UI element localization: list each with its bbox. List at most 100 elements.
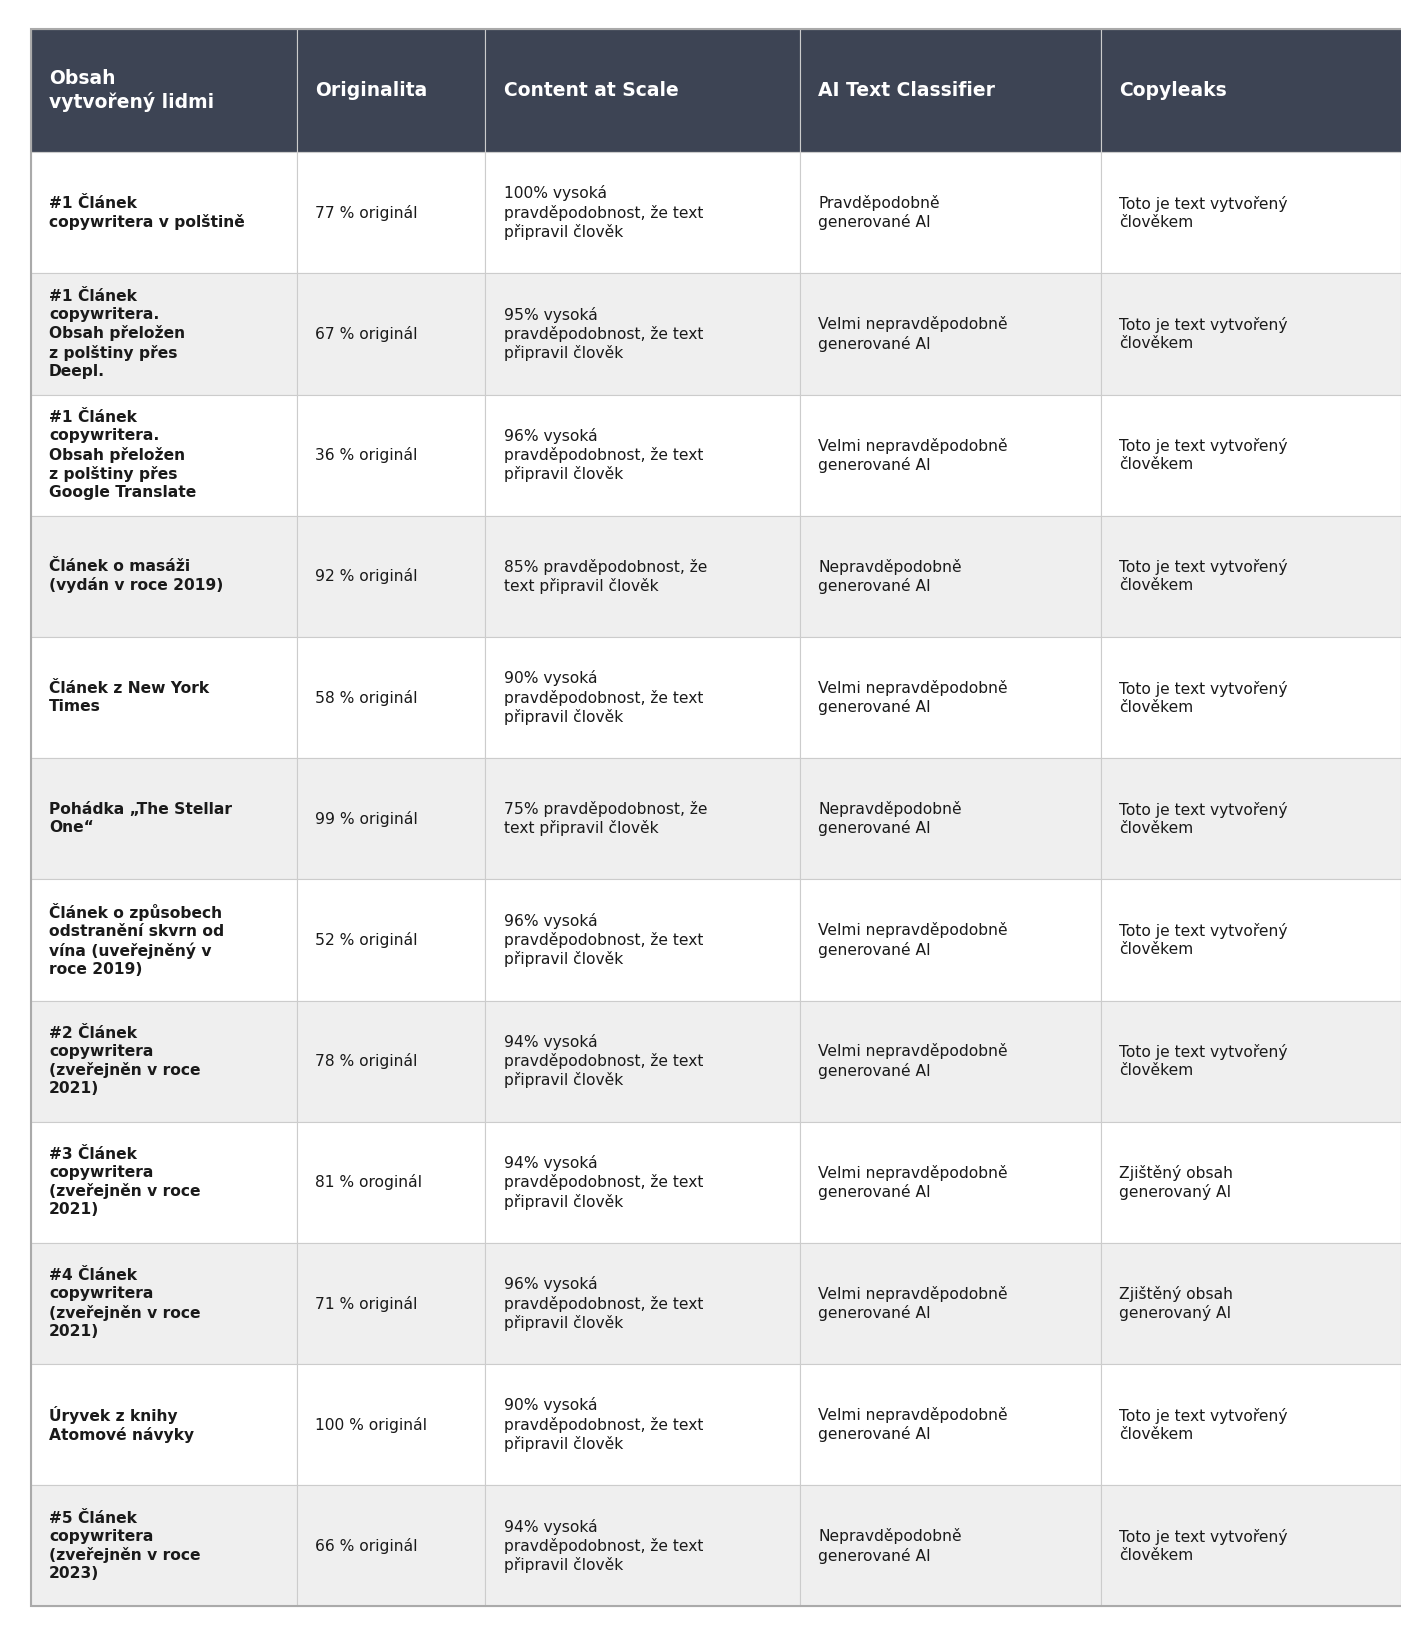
Text: 78 % originál: 78 % originál — [315, 1054, 417, 1070]
Text: Velmi nepravděpodobně
generované AI: Velmi nepravděpodobně generované AI — [818, 680, 1007, 715]
Text: 100% vysoká
pravděpodobnost, že text
připravil člověk: 100% vysoká pravděpodobnost, že text při… — [503, 185, 703, 241]
Bar — [485, 1122, 800, 1242]
Text: Pohádka „The Stellar
One“: Pohádka „The Stellar One“ — [49, 802, 233, 836]
Bar — [31, 758, 297, 880]
Text: #5 Článek
copywritera
(zveřejněn v roce
2023): #5 Článek copywritera (zveřejněn v roce … — [49, 1511, 200, 1580]
Bar — [1101, 1485, 1401, 1606]
Bar — [800, 1000, 1101, 1122]
Text: Nepravděpodobně
generované AI: Nepravděpodobně generované AI — [818, 802, 962, 836]
Text: Nepravděpodobně
generované AI: Nepravděpodobně generované AI — [818, 559, 962, 593]
Bar — [31, 1364, 297, 1485]
Text: Obsah
vytvořený lidmi: Obsah vytvořený lidmi — [49, 70, 214, 112]
Bar — [297, 153, 485, 273]
Text: 90% vysoká
pravděpodobnost, že text
připravil člověk: 90% vysoká pravděpodobnost, že text přip… — [503, 670, 703, 725]
Bar — [485, 1000, 800, 1122]
Bar — [297, 29, 485, 153]
Bar — [800, 637, 1101, 758]
Text: 96% vysoká
pravděpodobnost, že text
připravil člověk: 96% vysoká pravděpodobnost, že text přip… — [503, 912, 703, 967]
Text: Toto je text vytvořený
člověkem: Toto je text vytvořený člověkem — [1119, 1528, 1288, 1563]
Text: 58 % originál: 58 % originál — [315, 689, 417, 706]
Bar — [800, 273, 1101, 395]
Text: 85% pravděpodobnost, že
text připravil člověk: 85% pravděpodobnost, že text připravil č… — [503, 559, 708, 593]
Text: Úryvek z knihy
Atomové návyky: Úryvek z knihy Atomové návyky — [49, 1406, 195, 1444]
Text: Toto je text vytvořený
člověkem: Toto je text vytvořený člověkem — [1119, 1044, 1288, 1078]
Text: #1 Článek
copywritera.
Obsah přeložen
z polštiny přes
Google Translate: #1 Článek copywritera. Obsah přeložen z … — [49, 410, 196, 499]
Text: #4 Článek
copywritera
(zveřejněn v roce
2021): #4 Článek copywritera (zveřejněn v roce … — [49, 1268, 200, 1338]
Bar — [1101, 880, 1401, 1000]
Bar — [1101, 153, 1401, 273]
Bar — [800, 1242, 1101, 1364]
Text: Toto je text vytvořený
člověkem: Toto je text vytvořený člověkem — [1119, 317, 1288, 351]
Text: 94% vysoká
pravděpodobnost, že text
připravil člověk: 94% vysoká pravděpodobnost, že text přip… — [503, 1154, 703, 1210]
Bar — [297, 395, 485, 515]
Text: 77 % originál: 77 % originál — [315, 205, 417, 221]
Text: 36 % originál: 36 % originál — [315, 447, 417, 463]
Text: Článek z New York
Times: Článek z New York Times — [49, 681, 209, 714]
Text: 75% pravděpodobnost, že
text připravil člověk: 75% pravděpodobnost, že text připravil č… — [503, 802, 708, 836]
Text: AI Text Classifier: AI Text Classifier — [818, 81, 995, 101]
Bar — [31, 880, 297, 1000]
Text: 67 % originál: 67 % originál — [315, 325, 417, 341]
Text: Toto je text vytvořený
člověkem: Toto je text vytvořený člověkem — [1119, 559, 1288, 593]
Bar — [800, 153, 1101, 273]
Text: Content at Scale: Content at Scale — [503, 81, 678, 101]
Bar — [1101, 1242, 1401, 1364]
Text: Článek o masáži
(vydán v roce 2019): Článek o masáži (vydán v roce 2019) — [49, 559, 223, 593]
Bar — [485, 1364, 800, 1485]
Text: 52 % originál: 52 % originál — [315, 932, 417, 948]
Text: Toto je text vytvořený
člověkem: Toto je text vytvořený člověkem — [1119, 1408, 1288, 1442]
Bar — [297, 1000, 485, 1122]
Text: Zjištěný obsah
generovaný AI: Zjištěný obsah generovaný AI — [1119, 1164, 1233, 1200]
Bar — [1101, 395, 1401, 515]
Bar — [297, 1122, 485, 1242]
Text: 90% vysoká
pravděpodobnost, že text
připravil člověk: 90% vysoká pravděpodobnost, že text přip… — [503, 1397, 703, 1452]
Bar — [485, 880, 800, 1000]
Bar — [800, 395, 1101, 515]
Bar — [297, 515, 485, 637]
Text: Originalita: Originalita — [315, 81, 427, 101]
Bar — [485, 1242, 800, 1364]
Bar — [1101, 515, 1401, 637]
Text: Článek o způsobech
odstranění skvrn od
vína (uveřejněný v
roce 2019): Článek o způsobech odstranění skvrn od v… — [49, 902, 224, 977]
Text: Velmi nepravděpodobně
generované AI: Velmi nepravděpodobně generované AI — [818, 1286, 1007, 1322]
Bar — [297, 758, 485, 880]
Bar — [297, 1242, 485, 1364]
Bar — [31, 1485, 297, 1606]
Bar — [485, 29, 800, 153]
Bar — [485, 515, 800, 637]
Text: Toto je text vytvořený
člověkem: Toto je text vytvořený člověkem — [1119, 802, 1288, 836]
Bar — [31, 637, 297, 758]
Text: Toto je text vytvořený
člověkem: Toto je text vytvořený člověkem — [1119, 924, 1288, 958]
Bar — [297, 1485, 485, 1606]
Text: 66 % originál: 66 % originál — [315, 1538, 417, 1554]
Bar — [800, 1485, 1101, 1606]
Text: Velmi nepravděpodobně
generované AI: Velmi nepravděpodobně generované AI — [818, 1164, 1007, 1200]
Bar — [31, 1242, 297, 1364]
Text: 92 % originál: 92 % originál — [315, 569, 417, 584]
Text: Zjištěný obsah
generovaný AI: Zjištěný obsah generovaný AI — [1119, 1286, 1233, 1322]
Text: Toto je text vytvořený
člověkem: Toto je text vytvořený člověkem — [1119, 681, 1288, 714]
Text: 71 % originál: 71 % originál — [315, 1296, 417, 1312]
Bar — [485, 1485, 800, 1606]
Text: 99 % originál: 99 % originál — [315, 811, 417, 826]
Bar — [1101, 1364, 1401, 1485]
Bar — [800, 29, 1101, 153]
Bar — [297, 637, 485, 758]
Bar — [297, 273, 485, 395]
Bar — [1101, 29, 1401, 153]
Text: Velmi nepravděpodobně
generované AI: Velmi nepravděpodobně generované AI — [818, 1406, 1007, 1442]
Text: 81 % oroginál: 81 % oroginál — [315, 1174, 422, 1190]
Bar — [485, 637, 800, 758]
Text: #1 Článek
copywritera v polštině: #1 Článek copywritera v polštině — [49, 195, 245, 229]
Bar — [485, 758, 800, 880]
Text: Copyleaks: Copyleaks — [1119, 81, 1227, 101]
Text: 94% vysoká
pravděpodobnost, že text
připravil člověk: 94% vysoká pravděpodobnost, že text přip… — [503, 1034, 703, 1088]
Bar — [31, 1122, 297, 1242]
Bar — [297, 1364, 485, 1485]
Bar — [485, 153, 800, 273]
Bar — [31, 153, 297, 273]
Bar — [485, 395, 800, 515]
Bar — [31, 515, 297, 637]
Text: 95% vysoká
pravděpodobnost, že text
připravil člověk: 95% vysoká pravděpodobnost, že text přip… — [503, 307, 703, 361]
Text: #3 Článek
copywritera
(zveřejněn v roce
2021): #3 Článek copywritera (zveřejněn v roce … — [49, 1148, 200, 1218]
